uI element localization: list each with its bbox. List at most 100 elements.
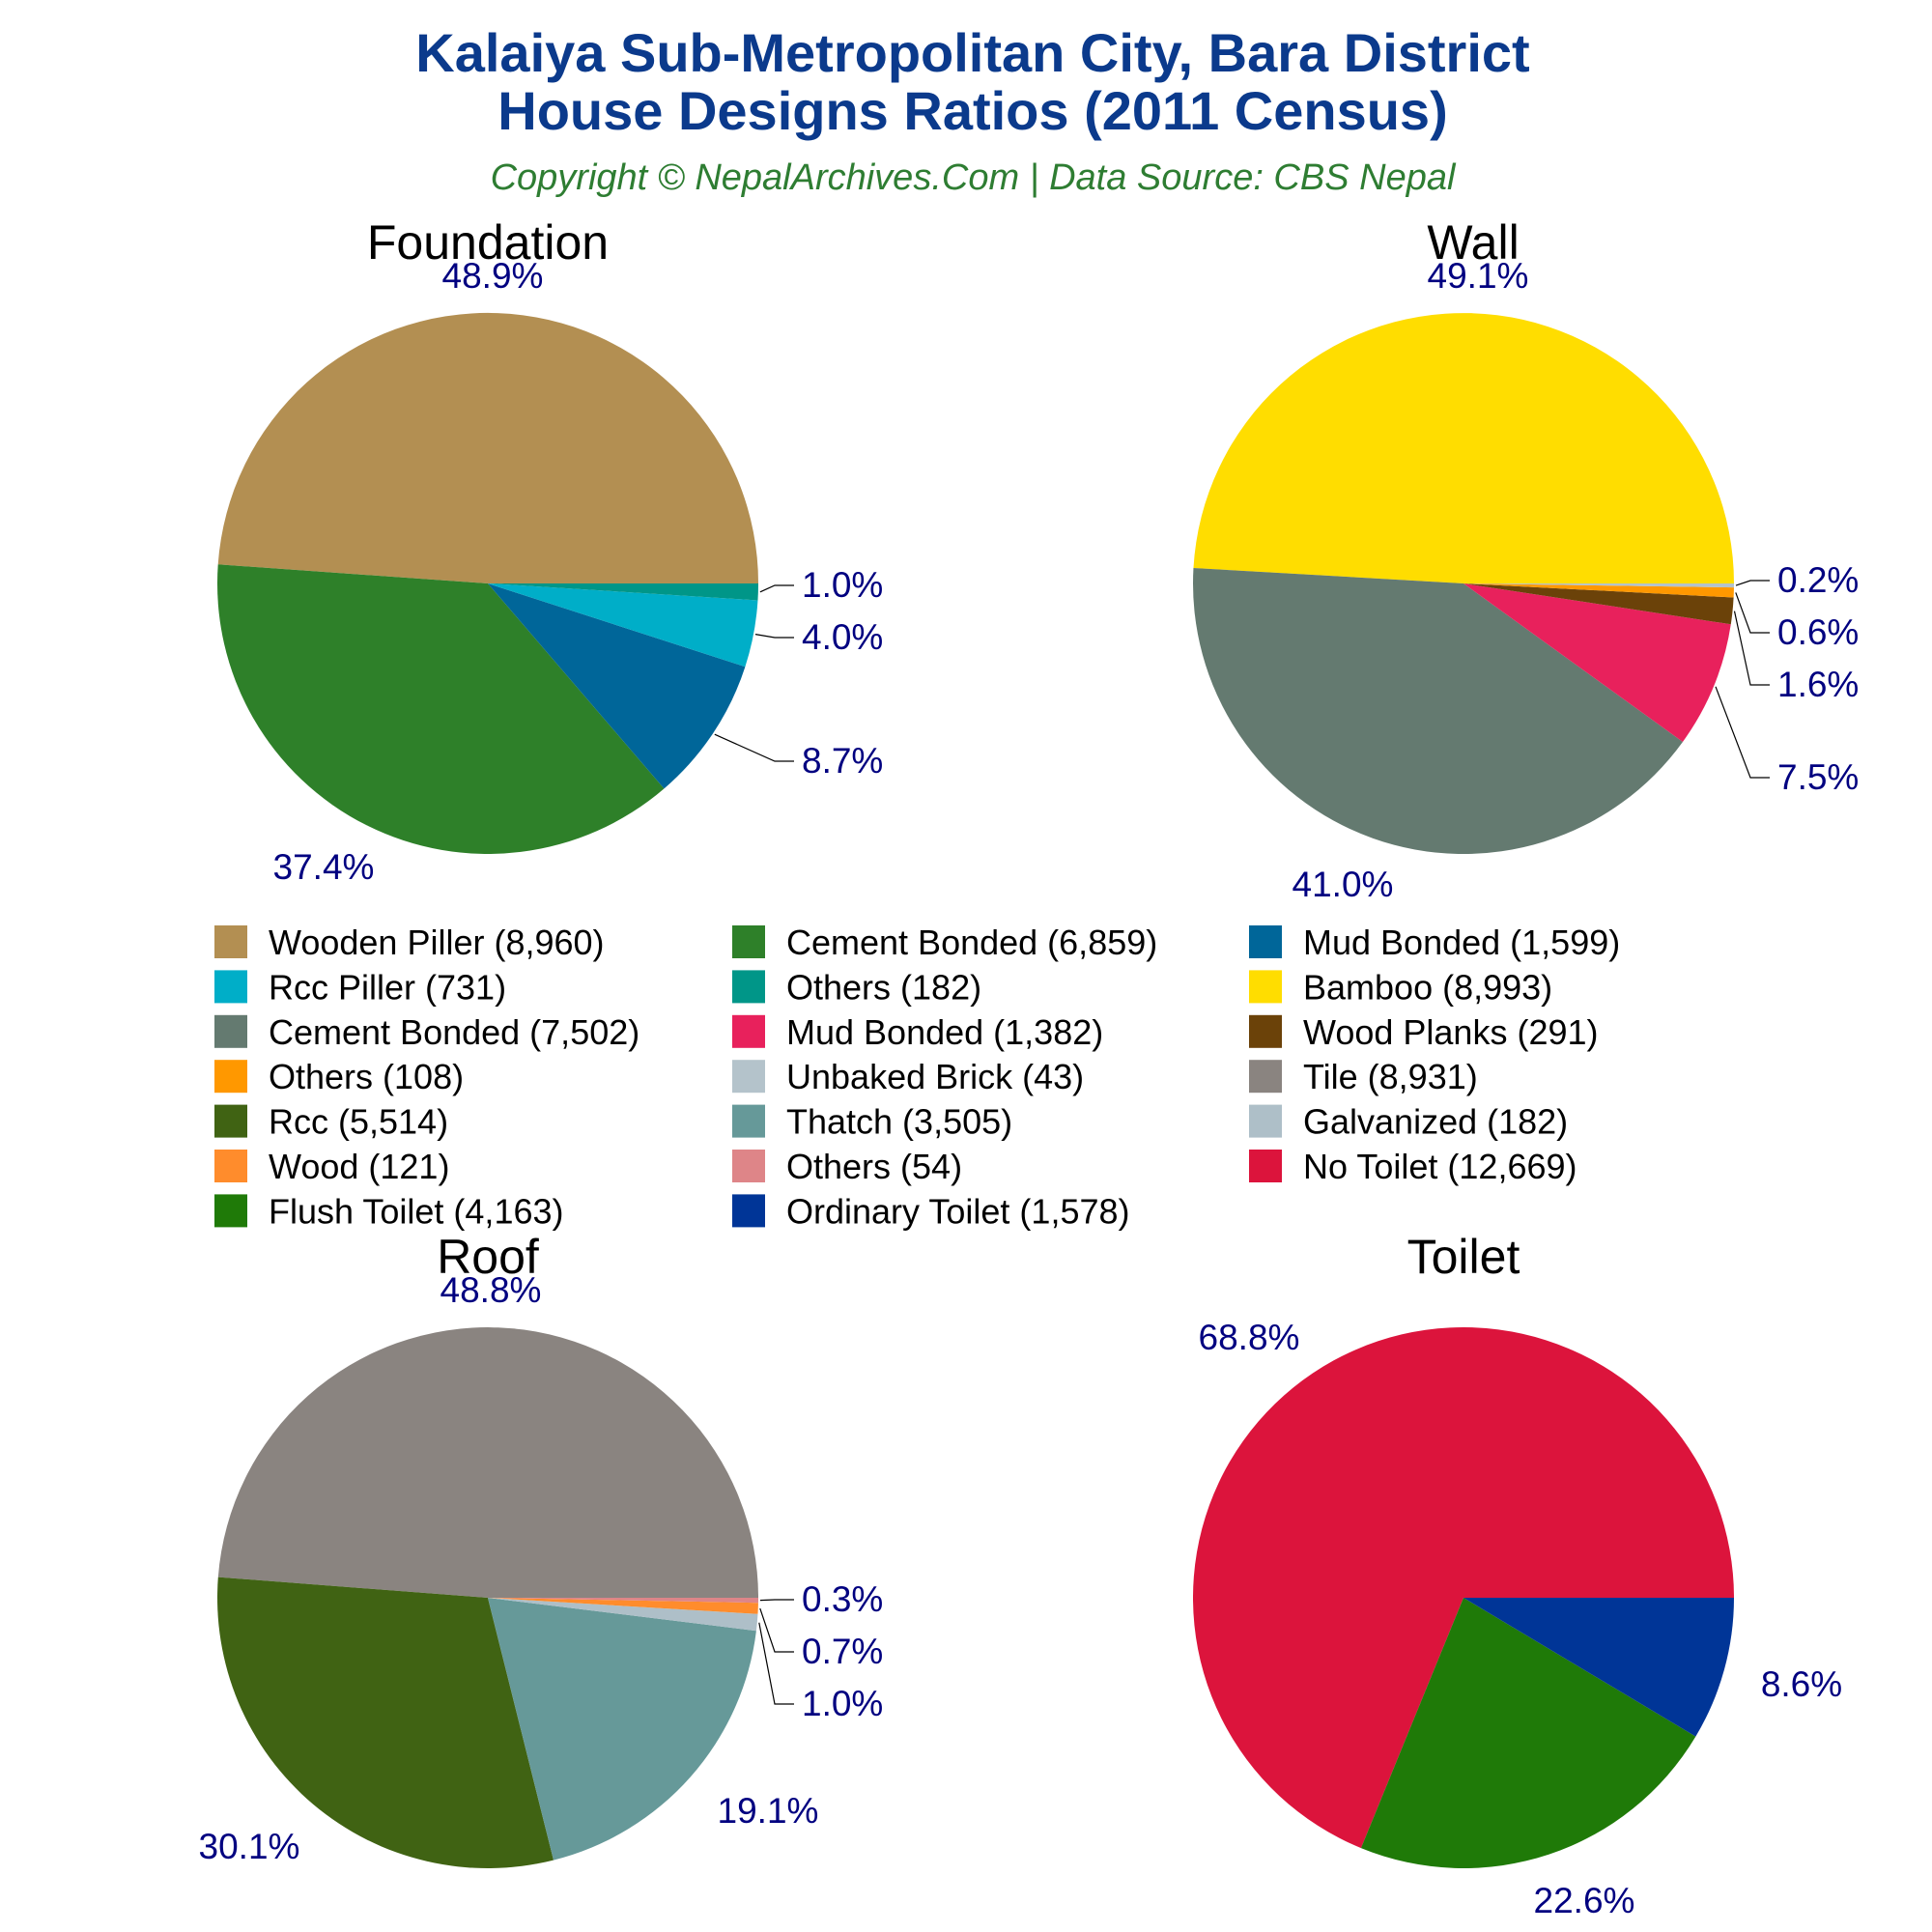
roof-pct-label-galvanized: 1.0% [802,1684,883,1723]
wall-pct-label-unbaked-brick: 0.2% [1777,560,1859,600]
legend-label: Tile (8,931) [1303,1057,1478,1096]
legend-label: Cement Bonded (6,859) [786,923,1157,962]
toilet-pct-label-flush-toilet: 22.6% [1534,1881,1635,1920]
legend-swatch [732,1150,765,1182]
roof-leader-wood [759,1607,794,1653]
legend-label: Mud Bonded (1,599) [1303,923,1620,962]
foundation-pct-label-others: 1.0% [802,565,883,605]
wall-slice-unbaked-brick [1463,583,1735,588]
roof-slice-thatch [488,1598,756,1861]
foundation-slice-rcc-piller [488,583,758,668]
toilet-slice-ordinary-toilet [1463,1598,1734,1737]
legend-label: Thatch (3,505) [786,1102,1012,1142]
legend-swatch [732,925,765,958]
wall-pct-label-others: 0.6% [1777,612,1859,652]
legend: Wooden Piller (8,960) Cement Bonded (6,85… [214,923,1620,1231]
legend-label: Flush Toilet (4,163) [269,1191,564,1231]
legend-swatch [732,1104,765,1138]
foundation-slice-cement-bonded [216,564,665,855]
wall-slice-wood-planks [1463,583,1734,625]
chart-title-line1: Kalaiya Sub-Metropolitan City, Bara Dist… [415,22,1529,83]
legend-swatch [1249,970,1282,1004]
toilet-pct-label-no-toilet: 68.8% [1199,1318,1300,1357]
legend-label: Unbaked Brick (43) [786,1057,1084,1096]
legend-swatch [214,1060,247,1094]
toilet-pct-label-ordinary-toilet: 8.6% [1761,1664,1842,1704]
wall-pct-label-cement-bonded: 41.0% [1293,865,1394,904]
legend-label: Others (108) [269,1057,464,1096]
roof-slice-tile [217,1327,758,1598]
foundation-slice-wooden-piller [217,312,758,583]
legend-label: No Toilet (12,669) [1303,1147,1577,1186]
toilet-slice-flush-toilet [1360,1598,1696,1869]
legend-label: Others (54) [786,1147,962,1186]
legend-swatch [1249,1150,1282,1182]
wall-slice-others [1463,583,1734,598]
wall-slice-mud-bonded [1463,583,1731,742]
wall-pie-title: Wall [1427,215,1519,270]
legend-swatch [214,925,247,958]
roof-slice-others [488,1598,758,1604]
wall-leader-unbaked-brick [1735,580,1770,586]
legend-swatch [1249,1060,1282,1094]
legend-swatch [732,970,765,1004]
legend-swatch [732,1060,765,1094]
roof-leader-others [759,1599,794,1602]
foundation-slice-others [488,583,758,601]
foundation-slice-mud-bonded [488,583,746,789]
roof-pie-title: Roof [437,1230,539,1284]
legend-swatch [1249,925,1282,958]
roof-pct-label-wood: 0.7% [802,1632,883,1671]
roof-leader-galvanized [758,1622,794,1705]
wall-leader-wood-planks [1733,611,1770,686]
legend-swatch [214,1150,247,1182]
legend-swatch [214,1104,247,1138]
legend-label: Galvanized (182) [1303,1102,1568,1142]
wall-slice-bamboo [1193,313,1734,583]
roof-slice-galvanized [488,1598,758,1632]
legend-label: Ordinary Toilet (1,578) [786,1191,1130,1231]
foundation-leader-others [759,584,794,593]
roof-pct-label-rcc: 30.1% [199,1827,300,1866]
foundation-pct-label-mud-bonded: 8.7% [802,741,883,781]
toilet-pie-title: Toilet [1407,1230,1520,1284]
wall-pct-label-mud-bonded: 7.5% [1777,757,1859,797]
pie-toilet: Toilet 68.8% 22.6% 8.6% [1192,1230,1842,1920]
wall-slice-cement-bonded [1193,568,1683,854]
legend-label: Rcc (5,514) [269,1102,448,1142]
legend-label: Wood (121) [269,1147,449,1186]
legend-swatch [1249,1104,1282,1138]
legend-label: Cement Bonded (7,502) [269,1012,639,1052]
legend-label: Bamboo (8,993) [1303,967,1552,1007]
legend-label: Wood Planks (291) [1303,1012,1599,1052]
wall-pct-label-wood-planks: 1.6% [1777,665,1859,704]
foundation-leader-mud-bonded [714,733,794,762]
chart-title-line2: House Designs Ratios (2011 Census) [497,80,1447,141]
foundation-leader-rcc-piller [754,634,794,639]
chart-subtitle: Copyright © NepalArchives.Com | Data Sou… [491,157,1457,198]
roof-slice-rcc [217,1577,554,1869]
legend-label: Mud Bonded (1,382) [786,1012,1103,1052]
toilet-slice-no-toilet [1192,1327,1734,1849]
legend-swatch [732,1194,765,1228]
legend-label: Wooden Piller (8,960) [269,923,605,962]
legend-swatch [1249,1014,1282,1048]
legend-swatch [732,1014,765,1048]
foundation-pct-label-cement-bonded: 37.4% [273,847,375,887]
legend-swatch [214,970,247,1004]
roof-pct-label-others: 0.3% [802,1579,883,1619]
legend-swatch [214,1194,247,1228]
foundation-pct-label-wooden-piller: 48.9% [442,256,544,296]
wall-leader-mud-bonded [1715,686,1770,779]
legend-swatch [214,1014,247,1048]
wall-pct-label-bamboo: 49.1% [1428,256,1529,296]
roof-pct-label-tile: 48.8% [440,1270,542,1310]
legend-label: Rcc Piller (731) [269,967,506,1007]
roof-slice-wood [488,1598,758,1614]
roof-pct-label-thatch: 19.1% [718,1791,819,1831]
foundation-pct-label-rcc-piller: 4.0% [802,617,883,657]
legend-label: Others (182) [786,967,981,1007]
